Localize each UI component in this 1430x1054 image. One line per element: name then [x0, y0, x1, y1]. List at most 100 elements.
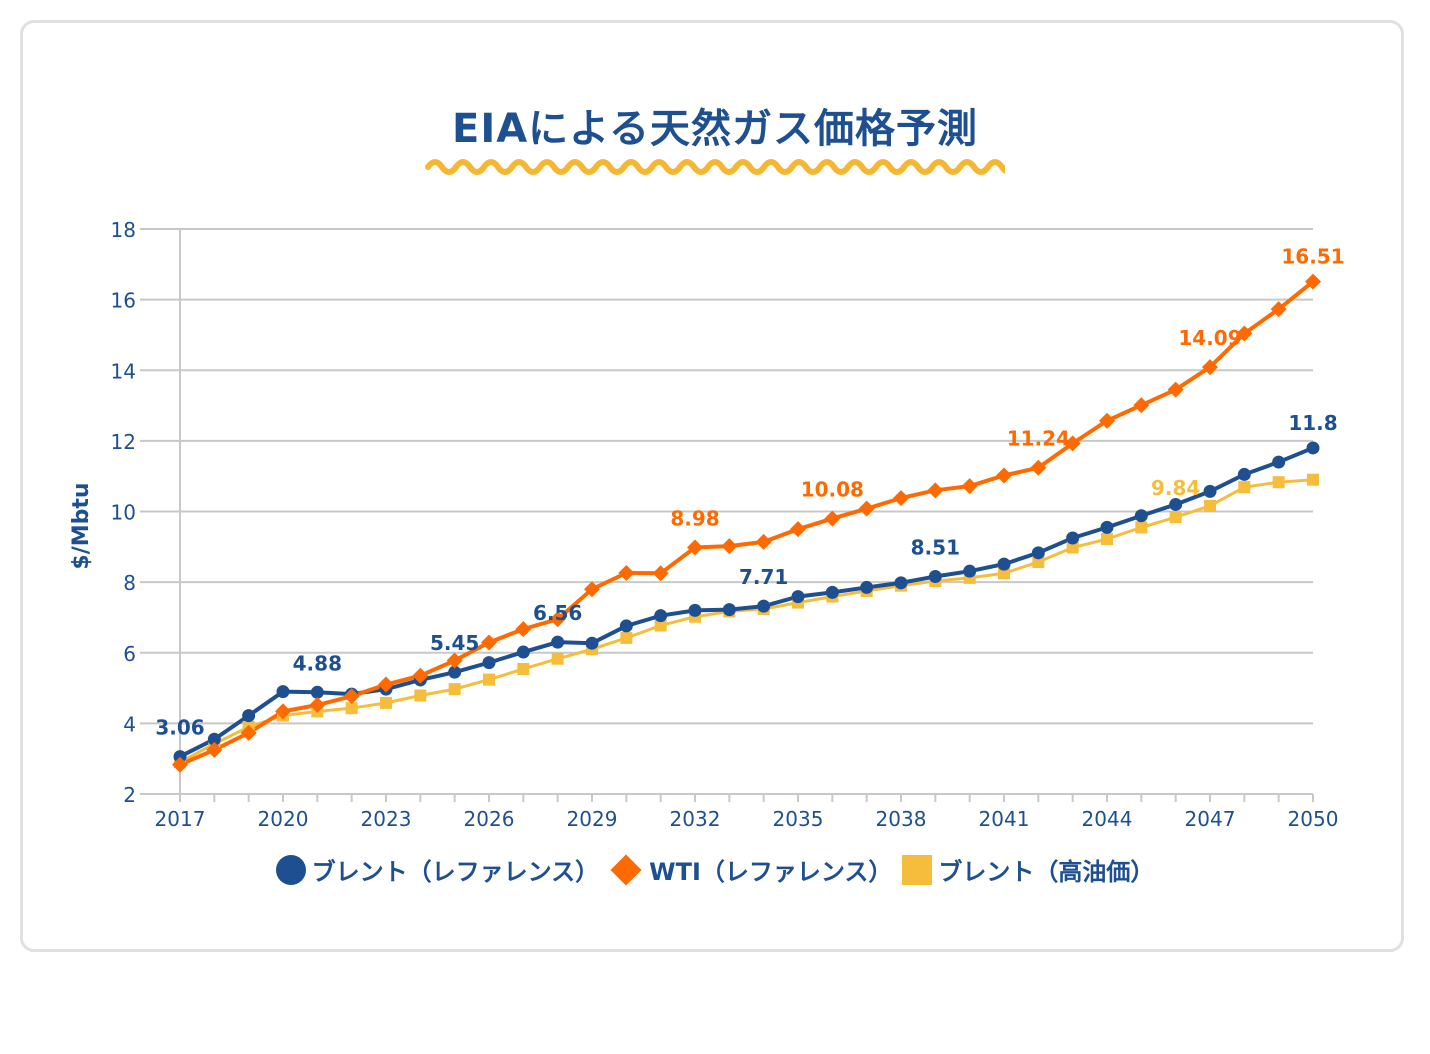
- data-point: [1100, 520, 1114, 534]
- y-tick-label: 14: [111, 359, 136, 383]
- data-point: [1099, 412, 1115, 429]
- x-tick-label: 2017: [155, 807, 206, 831]
- data-point: [1237, 467, 1251, 481]
- data-point: [343, 688, 360, 705]
- data-point: [963, 564, 977, 578]
- series-line: [179, 478, 1314, 764]
- data-point: [996, 467, 1012, 484]
- x-tick-label: 2038: [876, 807, 927, 831]
- data-label: 10.08: [801, 478, 864, 502]
- data-point: [687, 539, 703, 556]
- data-point: [1307, 473, 1319, 486]
- data-point: [275, 703, 291, 720]
- data-point: [1101, 533, 1113, 546]
- y-tick-label: 16: [111, 289, 136, 313]
- data-point: [620, 631, 633, 644]
- data-point: [551, 652, 564, 665]
- data-point: [893, 490, 909, 507]
- data-point: [1169, 497, 1183, 511]
- data-point: [1066, 531, 1080, 545]
- data-point: [1066, 541, 1079, 554]
- data-point: [206, 741, 223, 758]
- x-tick-label: 2023: [361, 807, 412, 831]
- chart-legend: ブレント（レファレンス） WTI（レファレンス） ブレント（高油価）: [0, 852, 1430, 887]
- data-point: [1169, 511, 1182, 524]
- legend-label: ブレント（レファレンス）: [311, 858, 600, 886]
- data-point: [412, 667, 429, 684]
- y-tick-label: 8: [123, 571, 136, 595]
- data-point: [755, 533, 772, 550]
- data-point: [481, 634, 497, 651]
- data-point: [652, 565, 669, 582]
- data-point: [448, 683, 461, 696]
- data-point: [654, 619, 667, 632]
- data-point: [515, 621, 532, 638]
- y-tick-label: 18: [111, 218, 136, 242]
- data-point: [619, 619, 633, 633]
- data-point: [482, 656, 496, 670]
- data-point: [860, 580, 874, 594]
- data-point: [927, 482, 944, 499]
- data-point: [1272, 455, 1286, 469]
- data-point: [1202, 359, 1218, 376]
- data-point: [1270, 301, 1287, 318]
- y-tick-label: 6: [123, 642, 136, 666]
- data-point: [380, 696, 392, 709]
- y-tick-label: 4: [123, 712, 136, 736]
- data-point: [997, 557, 1011, 571]
- data-point: [551, 635, 565, 649]
- x-tick-label: 2032: [670, 807, 721, 831]
- data-point: [310, 685, 324, 699]
- data-label: 5.45: [430, 631, 479, 655]
- data-point: [825, 585, 839, 599]
- data-point: [207, 732, 221, 746]
- data-point: [276, 685, 290, 699]
- y-axis-label: $/Mbtu: [69, 482, 94, 569]
- data-point: [722, 603, 736, 617]
- legend-square-marker-icon: [902, 854, 933, 885]
- data-label: 7.71: [739, 565, 788, 589]
- legend-label: ブレント（高油価）: [938, 858, 1155, 886]
- legend-item-brent-high-oil: ブレント（高油価）: [902, 852, 1154, 887]
- data-point: [584, 581, 600, 598]
- data-point: [309, 697, 326, 714]
- y-tick-label: 2: [123, 783, 136, 807]
- data-point: [824, 510, 841, 527]
- x-tick-label: 2047: [1185, 807, 1236, 831]
- chart-card: [20, 20, 1404, 952]
- x-tick-label: 2050: [1288, 807, 1339, 831]
- data-point: [517, 662, 530, 675]
- data-point: [790, 521, 806, 538]
- data-label: 14.09: [1178, 326, 1241, 350]
- data-point: [240, 724, 257, 741]
- data-point: [172, 756, 188, 773]
- y-tick-label: 10: [111, 501, 136, 525]
- data-point: [894, 576, 908, 590]
- data-point: [549, 611, 566, 628]
- data-point: [928, 569, 942, 583]
- data-point: [1306, 441, 1320, 455]
- data-point: [446, 652, 463, 669]
- data-point: [791, 590, 805, 604]
- data-point: [998, 567, 1010, 580]
- data-point: [721, 538, 738, 555]
- data-point: [1133, 397, 1150, 414]
- data-point: [173, 750, 187, 764]
- legend-diamond-marker-icon: [610, 853, 642, 886]
- data-point: [1305, 273, 1321, 290]
- data-point: [1064, 435, 1081, 452]
- data-label: 11.8: [1288, 411, 1337, 435]
- data-point: [757, 599, 771, 613]
- x-tick-label: 2026: [464, 807, 515, 831]
- data-label: 4.88: [293, 651, 342, 675]
- data-point: [1134, 509, 1148, 523]
- data-point: [858, 500, 875, 517]
- x-tick-label: 2020: [258, 807, 309, 831]
- legend-circle-marker-icon: [275, 854, 306, 885]
- x-tick-label: 2041: [979, 807, 1030, 831]
- data-point: [1236, 325, 1253, 342]
- legend-item-brent-reference: ブレント（レファレンス）: [275, 852, 600, 887]
- data-point: [1204, 499, 1216, 512]
- x-tick-label: 2029: [567, 807, 618, 831]
